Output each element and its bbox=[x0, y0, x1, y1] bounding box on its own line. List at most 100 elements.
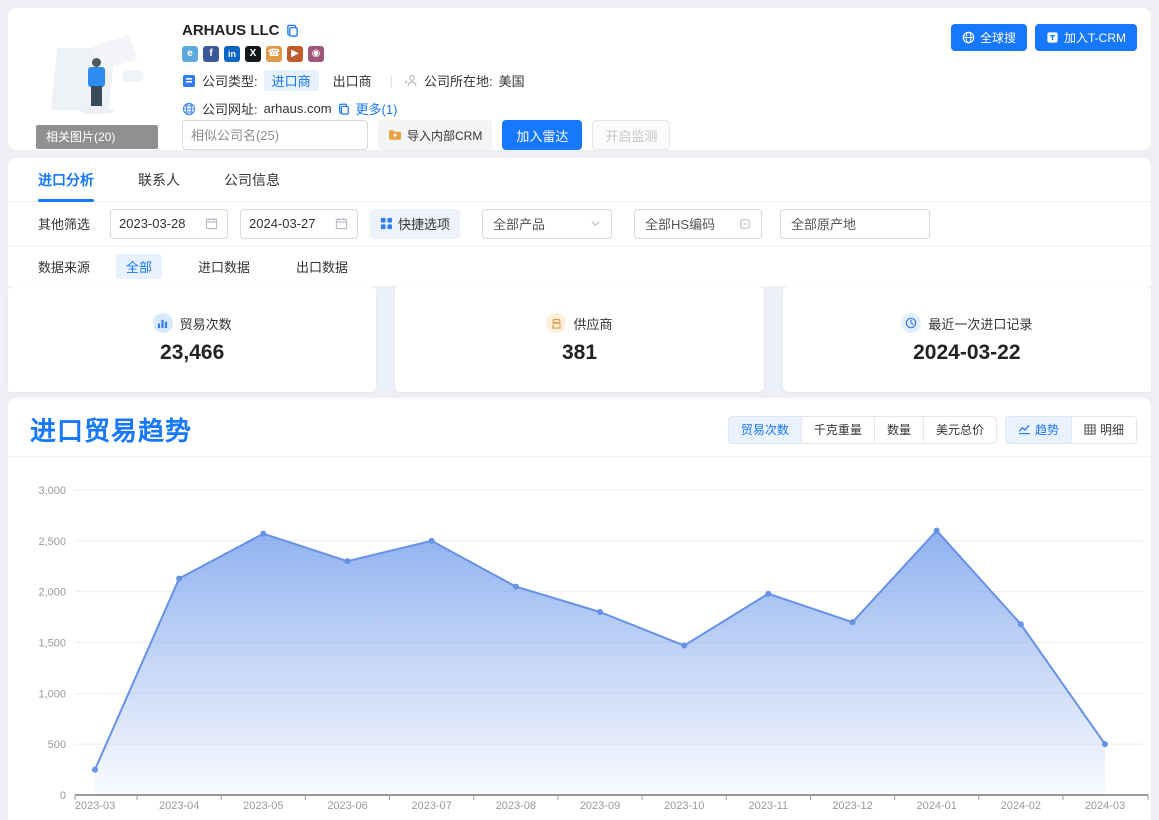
x-icon[interactable]: X bbox=[245, 46, 261, 62]
date-end-input[interactable] bbox=[249, 216, 330, 231]
exporter-tag[interactable]: 出口商 bbox=[332, 74, 372, 89]
svg-text:1,500: 1,500 bbox=[38, 638, 66, 650]
placeholder-shape bbox=[80, 108, 114, 114]
tab-company-info[interactable]: 公司信息 bbox=[224, 171, 280, 188]
stat-card-trade-count: 贸易次数 23,466 bbox=[8, 286, 377, 392]
svg-text:2023-04: 2023-04 bbox=[159, 800, 199, 812]
trend-title: 进口贸易趋势 bbox=[30, 416, 193, 446]
source-all[interactable]: 全部 bbox=[116, 253, 163, 279]
trend-card: 进口贸易趋势 贸易次数 千克重量 数量 美元总价 趋势 bbox=[8, 398, 1151, 820]
svg-text:2024-02: 2024-02 bbox=[1001, 800, 1041, 812]
similar-company-input[interactable] bbox=[191, 127, 367, 143]
linkedin-icon[interactable]: in bbox=[224, 46, 240, 62]
view-tab-trend[interactable]: 趋势 bbox=[1004, 415, 1072, 444]
svg-text:2024-03: 2024-03 bbox=[1085, 800, 1125, 812]
monitor-button[interactable]: 开启监测 bbox=[592, 120, 671, 150]
youtube-icon[interactable]: ▶ bbox=[287, 46, 303, 62]
company-type-label: 公司类型: bbox=[202, 74, 258, 89]
hs-list-icon bbox=[740, 218, 750, 229]
calendar-icon[interactable] bbox=[205, 217, 218, 230]
origin-value: 全部原产地 bbox=[791, 217, 857, 232]
global-search-button[interactable]: 全球搜 bbox=[950, 24, 1027, 51]
factory-icon bbox=[546, 313, 567, 333]
date-start-input[interactable] bbox=[119, 216, 200, 231]
svg-text:2023-03: 2023-03 bbox=[75, 800, 115, 812]
svg-text:500: 500 bbox=[48, 739, 66, 751]
metric-tab-usd-total[interactable]: 美元总价 bbox=[922, 415, 997, 444]
products-select-value: 全部产品 bbox=[493, 217, 546, 232]
metric-tab-quantity[interactable]: 数量 bbox=[873, 415, 924, 444]
svg-text:2023-07: 2023-07 bbox=[411, 800, 451, 812]
person-illustration bbox=[91, 86, 102, 106]
view-tab-detail[interactable]: 明细 bbox=[1070, 415, 1137, 444]
person-illustration bbox=[92, 58, 101, 67]
stats-band: 贸易次数 23,466 供应商 381 bbox=[8, 286, 1151, 392]
quick-options-button[interactable]: 快捷选项 bbox=[370, 208, 461, 239]
svg-text:2023-11: 2023-11 bbox=[749, 800, 789, 812]
phone-icon[interactable]: ☎ bbox=[266, 46, 282, 62]
trend-chart[interactable]: 0 500 1,000 1,500 2,000 2,500 3,000 2023-03 2023… bbox=[8, 457, 1151, 820]
metric-tab-weight[interactable]: 千克重量 bbox=[800, 415, 875, 444]
svg-text:2024-01: 2024-01 bbox=[916, 800, 956, 812]
source-import[interactable]: 进口数据 bbox=[198, 259, 251, 275]
more-link[interactable]: 更多(1) bbox=[355, 102, 398, 117]
area-chart[interactable]: 0 500 1,000 1,500 2,000 2,500 3,000 2023-03 2023… bbox=[8, 457, 1151, 820]
hs-code-select[interactable]: 全部HS编码 bbox=[634, 208, 763, 239]
other-filters-label[interactable]: 其他筛选 bbox=[38, 217, 91, 232]
svg-text:2,500: 2,500 bbox=[38, 536, 66, 548]
calendar-icon[interactable] bbox=[335, 217, 348, 230]
svg-text:2023-08: 2023-08 bbox=[496, 800, 536, 812]
data-source-bar: 数据来源 全部 进口数据 出口数据 bbox=[8, 246, 1151, 286]
tab-contacts[interactable]: 联系人 bbox=[138, 171, 180, 188]
website-label: 公司网址: bbox=[202, 102, 258, 117]
company-name: ARHAUS LLC bbox=[182, 22, 280, 39]
filter-bar: 其他筛选 快捷选项 全部产品 bbox=[8, 202, 1151, 246]
table-icon bbox=[1084, 424, 1096, 435]
website-icon[interactable]: e bbox=[182, 46, 198, 62]
import-crm-button[interactable]: 导入内部CRM bbox=[378, 120, 493, 150]
svg-text:1,000: 1,000 bbox=[38, 688, 66, 700]
quick-options-label: 快捷选项 bbox=[398, 217, 451, 232]
website-value[interactable]: arhaus.com bbox=[263, 101, 332, 116]
copy-icon[interactable] bbox=[338, 103, 350, 115]
analysis-card: 进口分析 联系人 公司信息 其他筛选 快捷选项 bbox=[8, 158, 1151, 392]
stat-value: 2024-03-22 bbox=[913, 341, 1021, 364]
tab-import-analysis[interactable]: 进口分析 bbox=[38, 158, 94, 202]
svg-text:2023-09: 2023-09 bbox=[580, 800, 620, 812]
stat-label: 贸易次数 bbox=[179, 316, 232, 332]
metric-tab-group: 贸易次数 千克重量 数量 美元总价 bbox=[727, 415, 997, 444]
join-tcrm-button[interactable]: 加入T-CRM bbox=[1035, 24, 1137, 51]
facebook-icon[interactable]: f bbox=[203, 46, 219, 62]
view-tab-detail-label: 明细 bbox=[1099, 423, 1124, 437]
divider: | bbox=[389, 73, 394, 88]
bar-chart-icon bbox=[152, 313, 173, 333]
importer-tag[interactable]: 进口商 bbox=[263, 70, 319, 91]
trend-line-icon bbox=[1018, 424, 1030, 435]
related-images-button[interactable]: 相关图片(20) bbox=[36, 125, 158, 149]
svg-text:2023-06: 2023-06 bbox=[327, 800, 367, 812]
globe-icon bbox=[962, 31, 975, 44]
metric-tab-trade-count[interactable]: 贸易次数 bbox=[727, 415, 802, 444]
instagram-icon[interactable]: ◉ bbox=[308, 46, 324, 62]
clock-icon bbox=[901, 313, 922, 333]
globe-icon bbox=[182, 102, 196, 115]
similar-company-search bbox=[182, 120, 368, 150]
import-crm-label: 导入内部CRM bbox=[407, 128, 483, 143]
source-export[interactable]: 出口数据 bbox=[296, 259, 349, 275]
company-media: 相关图片(20) bbox=[36, 30, 158, 149]
stat-card-last-import: 最近一次进口记录 2024-03-22 bbox=[782, 286, 1151, 392]
data-source-label: 数据来源 bbox=[38, 259, 91, 275]
crm-icon bbox=[1047, 32, 1058, 43]
stat-card-suppliers: 供应商 381 bbox=[395, 286, 764, 392]
company-image[interactable] bbox=[36, 30, 158, 124]
copy-icon[interactable] bbox=[286, 24, 299, 37]
products-select[interactable]: 全部产品 bbox=[482, 208, 613, 239]
view-tab-group: 趋势 明细 bbox=[1004, 415, 1137, 444]
svg-text:3,000: 3,000 bbox=[38, 485, 66, 497]
stat-label: 供应商 bbox=[573, 316, 613, 332]
join-tcrm-label: 加入T-CRM bbox=[1064, 31, 1126, 45]
add-radar-button[interactable]: 加入雷达 bbox=[502, 120, 583, 150]
placeholder-shape bbox=[122, 70, 144, 82]
origin-select[interactable]: 全部原产地 bbox=[780, 208, 931, 239]
svg-text:2023-12: 2023-12 bbox=[832, 800, 872, 812]
